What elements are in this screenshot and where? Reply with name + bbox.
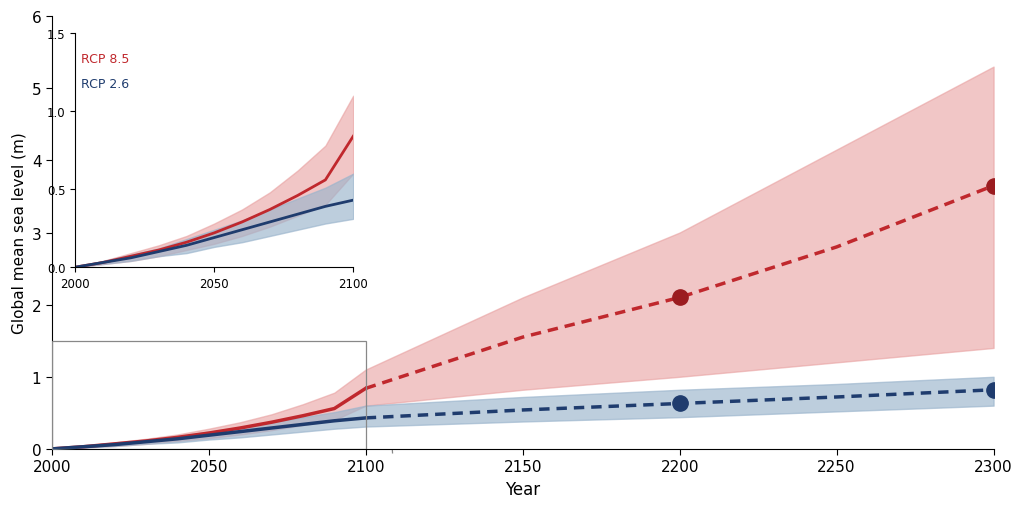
X-axis label: Year: Year [505, 480, 541, 498]
Y-axis label: Global mean sea level (m): Global mean sea level (m) [11, 132, 26, 334]
Bar [52, 341, 366, 449]
